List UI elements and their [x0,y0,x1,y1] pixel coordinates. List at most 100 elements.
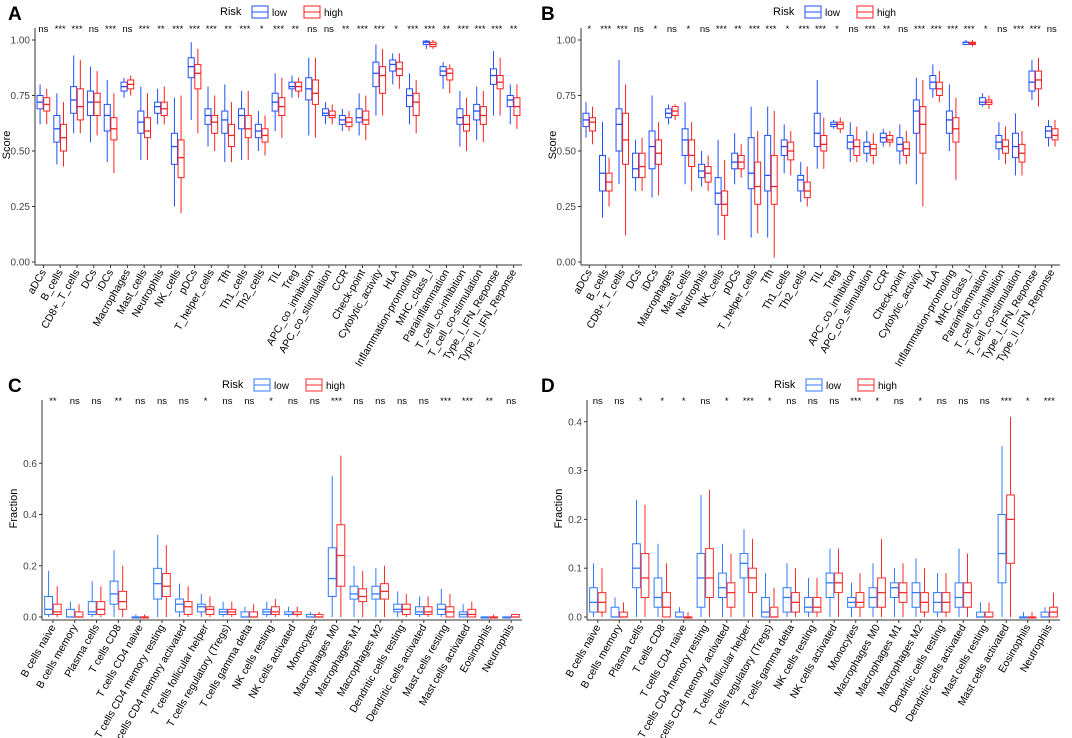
box-low [954,548,964,617]
box-iqr [764,134,772,192]
significance-label: ns [157,396,167,407]
box-iqr [44,596,54,615]
significance-label: *** [865,24,876,35]
box-low [327,476,337,617]
box-iqr [754,161,762,205]
significance-label: *** [815,24,826,35]
box-low [36,84,44,125]
box-iqr [196,603,206,613]
box-high [1006,416,1015,617]
significance-label: *** [105,24,116,35]
significance-label: * [639,396,643,407]
legend-label-high: high [326,381,345,392]
y-axis-title: Fraction [553,489,565,529]
box-high [194,48,202,134]
box-iqr [1051,128,1059,141]
box-low [439,62,447,89]
significance-label: ns [353,396,363,407]
box-iqr [183,601,193,615]
box-iqr [782,587,792,613]
box-high [463,97,471,151]
box-iqr [288,81,296,90]
box-high [328,104,336,125]
legend-title: Risk [220,6,242,18]
box-high [869,133,877,165]
legend-title: Risk [773,6,795,18]
box-iqr [863,141,871,154]
box-high [43,88,51,125]
significance-label: ns [667,24,677,35]
box-low [372,44,380,116]
box-high [52,586,62,617]
significance-label: *** [239,24,250,35]
significance-label: *** [716,24,727,35]
significance-label: ns [89,24,99,35]
box-low [154,88,162,125]
box-iqr [589,117,597,132]
box-low [718,543,727,617]
significance-label: ns [38,24,48,35]
box-low [204,86,212,147]
box-iqr [681,128,689,156]
significance-label: ns [593,396,603,407]
box-high [820,117,828,169]
box-low [582,102,590,138]
y-tick-label: 0.75 [557,91,577,102]
box-high [127,75,135,96]
significance-label: *** [1013,24,1024,35]
significance-label: ns [937,396,947,407]
box-iqr [423,606,433,615]
box-high [619,602,628,618]
box-iqr [249,611,259,618]
y-tick-label: 0.00 [557,258,577,269]
box-low [995,122,1003,160]
box-iqr [205,606,215,615]
box-low [456,91,464,147]
significance-label: *** [331,396,342,407]
box-low [665,104,673,125]
box-high [770,111,778,258]
box-high [412,79,420,134]
legend: Risk low high [222,378,345,392]
box-high [605,157,613,207]
box-iqr [721,190,729,216]
box-high [952,97,960,180]
box-high [446,64,454,94]
box-low [87,581,97,617]
box-iqr [886,134,894,143]
legend: Risk low high [220,5,343,19]
box-iqr [393,603,403,613]
box-low [170,97,178,207]
box-iqr [731,152,739,170]
panel-label: D [541,376,555,397]
y-axis-title: Score [1,131,13,160]
y-tick-label: 0.50 [11,147,31,158]
box-low [187,42,195,120]
significance-label: * [394,24,398,35]
box-iqr [87,601,97,615]
box-high [445,593,455,618]
significance-label: ** [883,24,891,35]
box-low [1011,113,1019,176]
significance-label: *** [273,24,284,35]
box-low [830,119,838,129]
box-iqr [362,110,370,125]
box-iqr [984,611,994,618]
box-iqr [803,181,811,199]
significance-label: * [786,24,790,35]
significance-label: *** [914,24,925,35]
legend-label-low: low [825,8,841,19]
significance-label: *** [765,24,776,35]
significance-label: *** [749,24,760,35]
significance-label: ns [898,24,908,35]
box-iqr [96,601,106,615]
legend-label-high: high [324,8,343,19]
box-high [1027,612,1037,619]
panel-a: A Risk low high0.000.250.500.751.00ScoreaDC… [1,4,522,369]
box-high [140,614,149,619]
significance-label: ns [700,24,710,35]
y-tick-label: 0.75 [11,91,31,102]
box-iqr [919,106,927,154]
